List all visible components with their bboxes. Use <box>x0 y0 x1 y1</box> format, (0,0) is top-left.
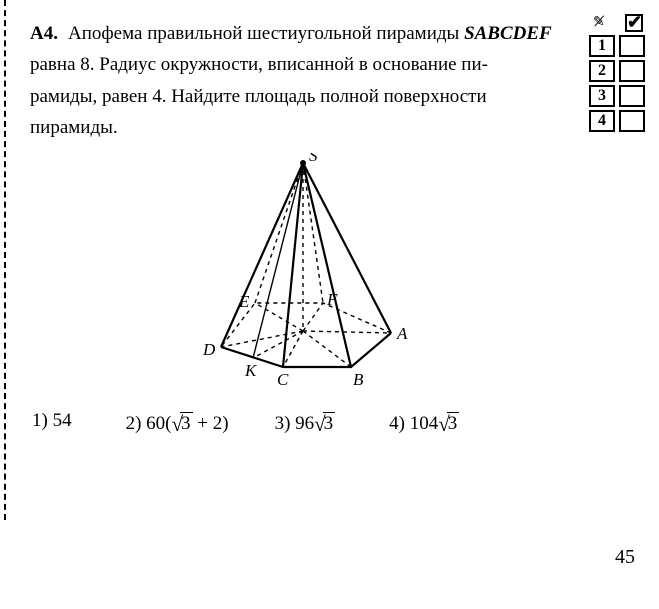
opt1-val: 54 <box>53 410 72 431</box>
opt3-prefix: 3) <box>275 413 296 434</box>
svg-text:S: S <box>309 153 318 165</box>
checkbox-checked-icon <box>625 14 643 32</box>
opt2-suffix: + 2) <box>193 413 229 434</box>
pyramid-diagram: S A B C D E F K <box>30 153 575 398</box>
svg-text:A: A <box>396 324 408 343</box>
sqrt-icon: √ <box>171 412 183 436</box>
answer-num-cell: 2 <box>589 60 615 82</box>
answer-num-cell: 1 <box>589 35 615 57</box>
problem-label: А4. <box>30 18 58 49</box>
page-number: 45 <box>615 546 635 569</box>
answer-grid-header: ✎̸ <box>589 14 647 35</box>
opt4-prefix: 4) <box>389 413 410 434</box>
answer-row: 1 <box>589 35 647 57</box>
opt3-coef: 96 <box>295 413 314 434</box>
text-line1-italic: SABCDEF <box>464 23 552 44</box>
answer-mark-cell[interactable] <box>619 35 645 57</box>
answer-row: 3 <box>589 85 647 107</box>
answer-row: 2 <box>589 60 647 82</box>
answer-num-cell: 4 <box>589 110 615 132</box>
svg-text:F: F <box>326 290 338 309</box>
opt2-prefix: 2) <box>126 413 147 434</box>
option-1: 1) 54 <box>32 410 72 435</box>
sqrt-icon: √ <box>438 412 450 436</box>
text-line4: пирамиды. <box>30 117 118 138</box>
answer-num-cell: 3 <box>589 85 615 107</box>
option-4: 4) 104√3 <box>389 410 459 435</box>
answer-mark-cell[interactable] <box>619 110 645 132</box>
option-3: 3) 96√3 <box>275 410 336 435</box>
answer-grid: ✎̸ 1 2 3 4 <box>589 14 647 135</box>
svg-text:B: B <box>353 370 364 389</box>
answer-mark-cell[interactable] <box>619 60 645 82</box>
pencil-cross-icon: ✎̸ <box>593 14 605 32</box>
option-2: 2) 60(√3 + 2) <box>126 410 229 435</box>
text-line2: равна 8. Радиус окружности, вписанной в … <box>30 54 488 75</box>
svg-text:C: C <box>277 370 289 389</box>
sqrt-icon: √ <box>314 412 326 436</box>
answer-options: 1) 54 2) 60(√3 + 2) 3) 96√3 4) 104√3 <box>30 410 605 435</box>
text-line1-pre: Апофема правильной шестиугольной пирамид… <box>68 23 464 44</box>
answer-mark-cell[interactable] <box>619 85 645 107</box>
opt1-prefix: 1) <box>32 410 53 431</box>
text-line3: рамиды, равен 4. Найдите площадь полной … <box>30 86 487 107</box>
opt2-coef: 60( <box>146 413 171 434</box>
svg-text:K: K <box>244 361 258 380</box>
opt4-coef: 104 <box>410 413 439 434</box>
svg-text:D: D <box>202 340 216 359</box>
svg-text:E: E <box>238 292 250 311</box>
problem-block: А4. Апофема правильной шестиугольной пир… <box>30 18 575 435</box>
answer-row: 4 <box>589 110 647 132</box>
left-margin-dashed <box>4 0 6 520</box>
problem-text: А4. Апофема правильной шестиугольной пир… <box>30 18 575 143</box>
